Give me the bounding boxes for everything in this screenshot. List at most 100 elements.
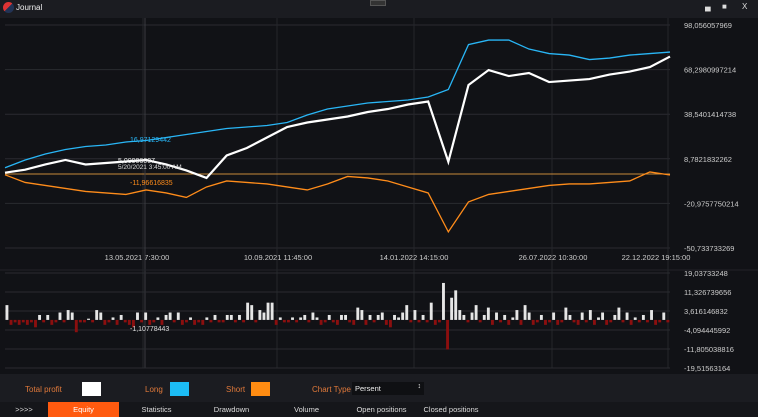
app-logo-icon	[3, 2, 14, 13]
volume-bar	[372, 319, 376, 323]
volume-bar	[319, 319, 323, 325]
drag-handle[interactable]	[370, 0, 386, 6]
chart-type-select[interactable]: Persent ↕	[352, 382, 424, 395]
volume-bar	[548, 319, 551, 323]
volume-bar	[556, 319, 560, 325]
volume-bar	[376, 314, 380, 320]
volume-bar	[213, 314, 217, 320]
volume-bar	[278, 317, 282, 320]
y-tick-label: 68,2980997214	[684, 66, 736, 75]
y-tick-label: 19,03733248	[684, 269, 728, 278]
volume-bar	[535, 319, 539, 323]
volume-bar	[609, 319, 613, 323]
volume-bar	[70, 312, 74, 320]
chart-area[interactable]: 98,056057969 68,2980997214 38,5401414738 8,…	[0, 18, 758, 374]
volume-bar	[380, 312, 384, 320]
volume-bar	[156, 317, 160, 320]
volume-bar	[356, 307, 360, 320]
volume-bar	[152, 319, 156, 323]
volume-bar	[233, 319, 237, 323]
volume-bar	[450, 297, 454, 320]
volume-bar	[327, 314, 331, 320]
volume-bar	[180, 319, 184, 325]
volume-bar	[21, 319, 25, 323]
total-profit-color-swatch[interactable]	[82, 382, 101, 396]
volume-bar	[568, 314, 572, 320]
y-tick-label: 11,326739656	[684, 288, 731, 297]
volume-bar	[352, 319, 356, 325]
minimize-button[interactable]: ▄	[705, 2, 711, 11]
volume-bar	[617, 307, 621, 320]
y-tick-label: 8,7821832262	[684, 155, 732, 164]
tab-open-positions[interactable]: Open positions	[356, 405, 407, 414]
volume-bar	[258, 310, 262, 320]
chart-svg[interactable]: 98,056057969 68,2980997214 38,5401414738 8,…	[0, 18, 758, 374]
volume-bar	[454, 290, 458, 320]
volume-bar	[425, 319, 429, 323]
volume-bar	[613, 314, 617, 320]
volume-bar	[560, 319, 564, 323]
volume-bar	[242, 319, 246, 323]
volume-bar	[544, 319, 547, 325]
close-button[interactable]: X	[742, 2, 748, 11]
tab-equity[interactable]: Equity	[48, 402, 119, 417]
window-title: Journal	[16, 3, 43, 12]
volume-bar	[482, 314, 486, 320]
volume-bar	[576, 319, 580, 325]
volume-bar	[331, 319, 335, 323]
volume-bar	[601, 312, 605, 320]
volume-bar	[172, 319, 176, 323]
volume-bar	[54, 319, 58, 323]
y-tick-label: -20,9757750214	[684, 199, 739, 208]
y-tick-label: -19,51563164	[684, 364, 730, 373]
tab-closed-positions[interactable]: Closed positions	[423, 405, 479, 414]
y-tick-label: -11,805038816	[684, 345, 734, 354]
x-tick-label: 26.07.2022 10:30:00	[519, 253, 588, 262]
volume-bar	[572, 319, 576, 323]
volume-bar	[597, 317, 600, 320]
y-tick-label: -50,733733269	[684, 244, 734, 253]
volume-bar	[74, 319, 78, 333]
volume-bar	[340, 314, 343, 320]
volume-bar	[250, 305, 254, 320]
volume-bar	[393, 314, 396, 320]
volume-bar	[127, 319, 131, 325]
volume-bar	[136, 312, 139, 320]
volume-bar	[495, 312, 498, 320]
volume-bar	[29, 319, 33, 323]
volume-bar	[119, 314, 123, 320]
short-color-swatch[interactable]	[251, 382, 270, 396]
volume-bar	[490, 319, 494, 325]
volume-bar	[58, 312, 62, 320]
volume-bar	[46, 314, 50, 320]
volume-bar	[446, 319, 449, 350]
volume-bar	[209, 319, 213, 323]
tab-drawdown[interactable]: Drawdown	[213, 405, 250, 414]
volume-bar	[388, 319, 392, 328]
volume-bar	[658, 319, 662, 323]
volume-bar	[364, 319, 368, 325]
volume-bar	[229, 314, 233, 320]
maximize-button[interactable]: ■	[722, 2, 727, 11]
volume-bar	[303, 314, 307, 320]
volume-bar	[83, 319, 86, 323]
volume-bar	[360, 310, 364, 320]
volume-bar	[225, 314, 229, 320]
tab-statistics[interactable]: Statistics	[141, 405, 172, 414]
volume-bar	[5, 305, 9, 320]
volume-bar	[605, 319, 609, 325]
volume-bar	[323, 319, 327, 323]
volume-bar	[486, 307, 490, 320]
tab-expand[interactable]: >>>>	[15, 405, 33, 414]
volume-bar	[384, 319, 388, 325]
long-color-swatch[interactable]	[170, 382, 189, 396]
crosshair-bar-value: -1,10778443	[130, 326, 169, 333]
tab-bar: >>>> Equity Statistics Drawdown Volume O…	[0, 402, 758, 417]
volume-bar	[646, 319, 649, 323]
tab-volume[interactable]: Volume	[293, 405, 320, 414]
volume-bar	[588, 310, 592, 320]
volume-bar	[344, 314, 347, 320]
volume-bar	[409, 319, 413, 323]
x-tick-label: 14.01.2022 14:15:00	[380, 253, 449, 262]
volume-bar	[107, 319, 111, 323]
